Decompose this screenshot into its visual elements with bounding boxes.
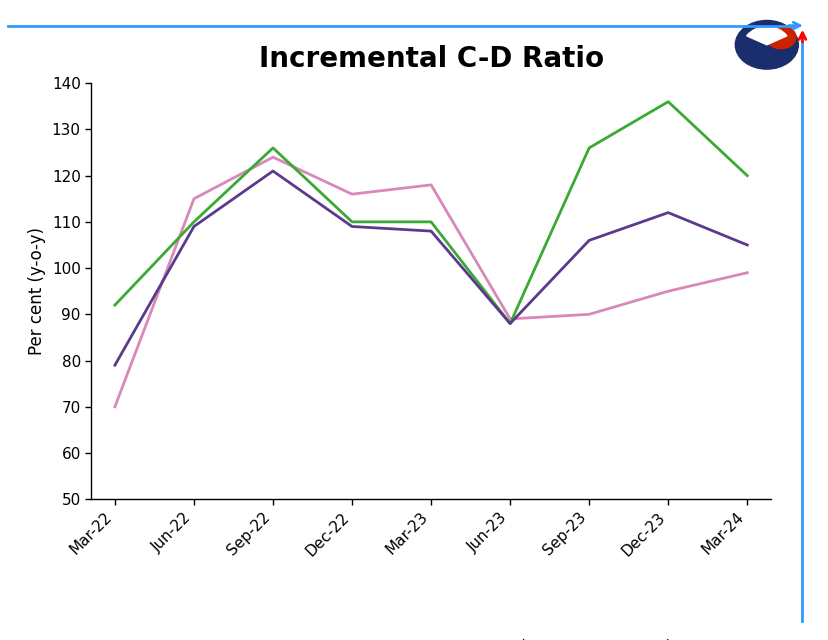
SCBs (PSBs+PVBs+FBs) — [741, 241, 751, 249]
PVBs — [504, 320, 514, 328]
Line: PSBs: PSBs — [115, 157, 746, 407]
SCBs (PSBs+PVBs+FBs) — [504, 320, 514, 328]
PSBs — [189, 195, 199, 203]
Circle shape — [734, 20, 797, 69]
Title: Incremental C-D Ratio: Incremental C-D Ratio — [258, 45, 603, 72]
PVBs — [426, 218, 436, 226]
PVBs — [267, 144, 277, 152]
PSBs — [426, 181, 436, 189]
PVBs — [110, 301, 120, 309]
Y-axis label: Per cent (y-o-y): Per cent (y-o-y) — [28, 227, 46, 355]
Wedge shape — [746, 27, 786, 45]
SCBs (PSBs+PVBs+FBs) — [662, 209, 672, 216]
SCBs (PSBs+PVBs+FBs) — [426, 227, 436, 235]
PSBs — [267, 154, 277, 161]
PSBs — [110, 403, 120, 411]
PVBs — [741, 172, 751, 179]
Line: PVBs: PVBs — [115, 102, 746, 324]
Line: SCBs (PSBs+PVBs+FBs): SCBs (PSBs+PVBs+FBs) — [115, 171, 746, 365]
SCBs (PSBs+PVBs+FBs) — [189, 223, 199, 230]
PVBs — [584, 144, 594, 152]
PVBs — [662, 98, 672, 106]
PSBs — [741, 269, 751, 276]
PVBs — [189, 218, 199, 226]
Legend: PSBs, PVBs, SCBs (PSBs+PVBs+FBs): PSBs, PVBs, SCBs (PSBs+PVBs+FBs) — [183, 632, 678, 640]
SCBs (PSBs+PVBs+FBs) — [584, 237, 594, 244]
PVBs — [347, 218, 357, 226]
PSBs — [662, 287, 672, 295]
PSBs — [504, 315, 514, 323]
SCBs (PSBs+PVBs+FBs) — [110, 362, 120, 369]
SCBs (PSBs+PVBs+FBs) — [267, 167, 277, 175]
PSBs — [347, 190, 357, 198]
PSBs — [584, 310, 594, 318]
Circle shape — [765, 26, 795, 49]
SCBs (PSBs+PVBs+FBs) — [347, 223, 357, 230]
